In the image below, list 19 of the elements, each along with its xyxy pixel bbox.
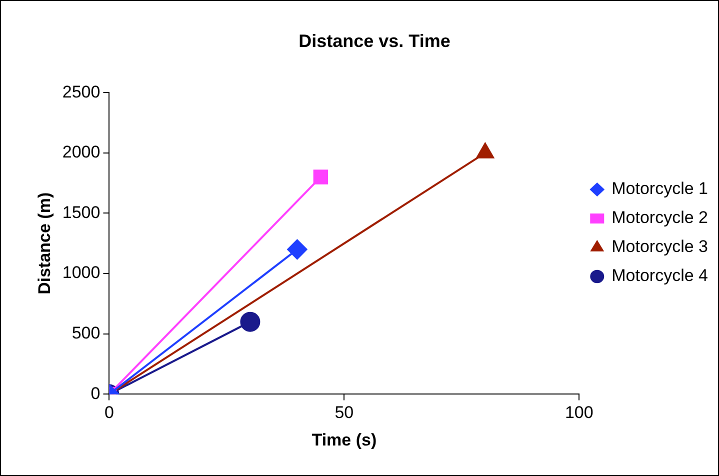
y-tick-label: 1500 [62, 202, 100, 222]
legend-label: Motorcycle 4 [612, 266, 708, 286]
legend-label: Motorcycle 3 [612, 237, 708, 256]
x-tick-label: 50 [334, 403, 354, 422]
x-tick-label: 100 [564, 403, 594, 422]
legend-label: Motorcycle 2 [612, 208, 708, 228]
x-tick-label: 0 [104, 403, 114, 422]
point [313, 170, 328, 184]
y-tick-label: 2500 [62, 82, 100, 102]
legend-label: Motorcycle 1 [612, 179, 708, 198]
y-tick-label: 500 [72, 324, 100, 343]
y-tick-label: 1000 [62, 263, 100, 282]
y-axis-title: Distance (m) [34, 192, 54, 294]
point [240, 312, 260, 332]
y-tick-label: 2000 [62, 142, 100, 162]
chart-title: Distance vs. Time [298, 30, 450, 51]
y-tick-label: 0 [90, 384, 100, 403]
x-axis-title: Time (s) [312, 430, 377, 450]
point [287, 239, 308, 260]
